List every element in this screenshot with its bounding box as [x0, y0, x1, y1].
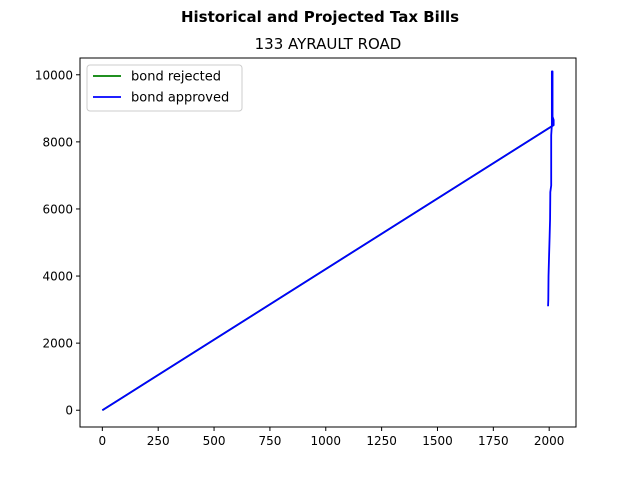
y-tick-label: 0 [65, 404, 73, 418]
series-line-bond-approved [101, 70, 555, 411]
axes-frame [79, 57, 577, 428]
x-tick-label: 500 [203, 434, 226, 448]
legend: bond rejected bond approved [86, 64, 243, 112]
chart-suptitle: Historical and Projected Tax Bills [181, 8, 459, 26]
x-tick-label: 250 [147, 434, 170, 448]
y-tick-label: 2000 [42, 337, 73, 351]
x-tick-label: 1000 [310, 434, 341, 448]
x-tick-label: 2000 [534, 434, 565, 448]
legend-box [86, 64, 243, 112]
series-layer [101, 70, 555, 411]
y-tick-label: 10000 [35, 68, 73, 82]
y-tick-label: 4000 [42, 270, 73, 284]
x-tick-label: 0 [99, 434, 107, 448]
y-tick-label: 6000 [42, 202, 73, 216]
x-axis: 0 250 500 750 1000 1250 1500 1750 2000 [99, 427, 565, 448]
legend-label-bond-rejected: bond rejected [131, 70, 221, 85]
y-axis: 0 2000 4000 6000 8000 10000 [35, 68, 80, 418]
x-tick-label: 1750 [478, 434, 509, 448]
x-tick-label: 1500 [422, 434, 453, 448]
chart-title: 133 AYRAULT ROAD [255, 35, 402, 53]
legend-label-bond-approved: bond approved [131, 91, 229, 106]
x-tick-label: 1250 [366, 434, 397, 448]
y-tick-label: 8000 [42, 135, 73, 149]
x-tick-label: 750 [258, 434, 281, 448]
